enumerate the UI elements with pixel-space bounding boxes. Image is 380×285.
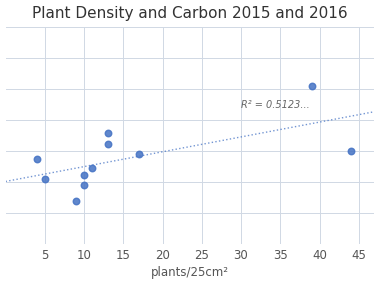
Point [81,172,87,177]
Point [105,131,111,135]
Text: R² = 0.5123...: R² = 0.5123... [241,100,310,110]
Point [105,141,111,146]
Point [81,183,87,188]
Point [309,84,315,89]
Title: Plant Density and Carbon 2015 and 2016: Plant Density and Carbon 2015 and 2016 [32,5,348,21]
Point [136,152,142,157]
Point [42,177,48,182]
Point [73,199,79,203]
Point [89,166,95,171]
Point [348,149,354,154]
Point [34,157,40,161]
X-axis label: plants/25cm²: plants/25cm² [151,266,229,280]
